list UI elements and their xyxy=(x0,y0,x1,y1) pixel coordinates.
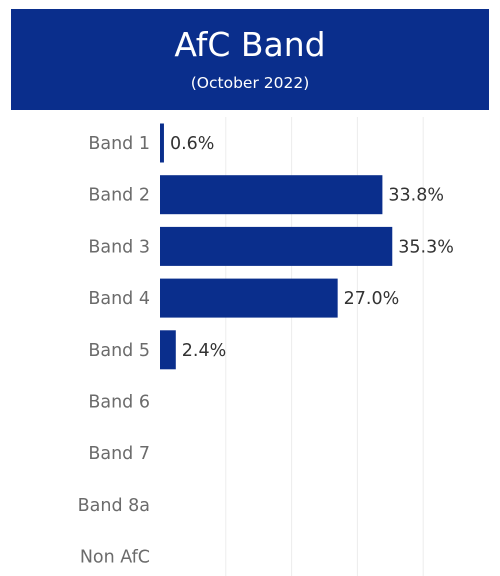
bar xyxy=(160,226,393,266)
chart-subtitle: (October 2022) xyxy=(190,74,310,92)
category-label: Band 5 xyxy=(88,341,150,361)
bar xyxy=(160,278,338,318)
value-label: 27.0% xyxy=(344,289,400,309)
bar xyxy=(160,123,164,163)
category-label: Band 8a xyxy=(78,496,150,516)
category-label: Band 6 xyxy=(88,393,150,413)
category-label: Band 1 xyxy=(88,134,150,154)
category-label: Non AfC xyxy=(80,548,150,568)
value-label: 33.8% xyxy=(388,186,444,206)
chart-title: AfC Band xyxy=(174,25,326,64)
bar xyxy=(160,175,383,215)
value-label: 0.6% xyxy=(170,134,214,154)
category-label: Band 4 xyxy=(88,289,150,309)
category-label: Band 3 xyxy=(88,237,150,257)
bar xyxy=(160,330,176,370)
category-label: Band 2 xyxy=(88,186,150,206)
value-label: 35.3% xyxy=(398,237,454,257)
chart-header: AfC Band (October 2022) xyxy=(11,9,489,110)
category-label: Band 7 xyxy=(88,444,150,464)
value-label: 2.4% xyxy=(182,341,226,361)
